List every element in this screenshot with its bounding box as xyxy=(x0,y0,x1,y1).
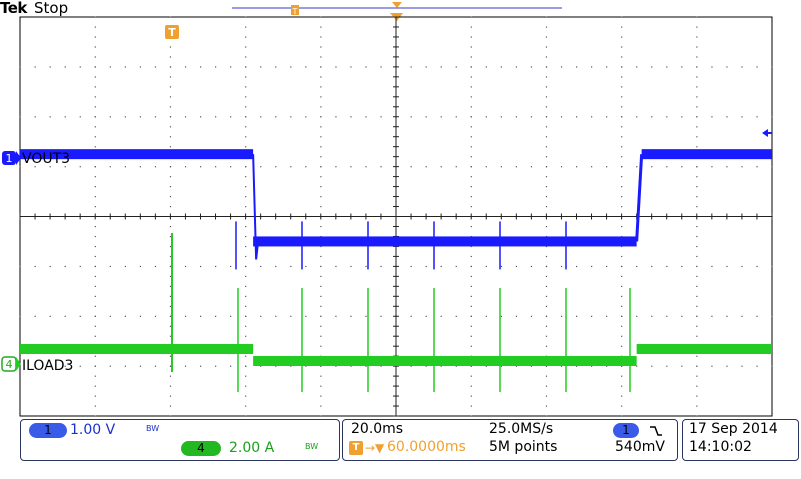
ch1-badge[interactable]: 1 xyxy=(29,423,67,438)
falling-edge-icon xyxy=(650,426,662,436)
ch4-waveform xyxy=(20,233,772,392)
ch1-ground-marker xyxy=(2,151,16,165)
delay-arrow-icon: →▼ xyxy=(365,441,385,455)
ch4-badge[interactable]: 4 xyxy=(181,441,221,456)
ch4-marker-arrow xyxy=(16,357,21,371)
trigger-delay-icon: T xyxy=(349,441,363,455)
channel-settings-panel[interactable]: 1 1.00 V BW 4 2.00 A BW xyxy=(20,419,340,461)
brand-label: Tek xyxy=(0,0,27,17)
date: 17 Sep 2014 xyxy=(689,421,778,437)
ch1-waveform xyxy=(20,149,772,270)
ch1-label: VOUT3 xyxy=(22,151,70,167)
ch4-bandwidth-limit-flag: BW xyxy=(305,442,319,451)
ch1-marker-arrow xyxy=(16,151,21,165)
time: 14:10:02 xyxy=(689,439,752,455)
trigger-source-badge[interactable]: 1 xyxy=(613,423,639,438)
overview-trigger-position-label: T xyxy=(292,7,298,16)
trigger-marker xyxy=(165,25,179,39)
ch1-marker-number: 1 xyxy=(6,152,13,165)
graticule-grid xyxy=(19,16,773,417)
ch1-scale: 1.00 V xyxy=(70,422,116,438)
ch1-bandwidth-limit-flag: BW xyxy=(146,424,160,433)
acquisition-status: Stop xyxy=(34,0,69,17)
trigger-level: 540mV xyxy=(615,439,665,455)
horizontal-scale: 20.0ms xyxy=(351,421,404,437)
ch4-marker-number: 4 xyxy=(6,358,13,371)
overview-trigger-marker xyxy=(392,2,402,8)
trigger-delay: 60.0000ms xyxy=(387,439,466,455)
overview-trigger-position xyxy=(291,5,299,15)
timebase-panel[interactable]: 20.0ms 25.0MS/s T →▼ 60.0000ms 5M points… xyxy=(342,419,678,461)
ch4-scale: 2.00 A xyxy=(229,440,275,456)
datetime-panel: 17 Sep 2014 14:10:02 xyxy=(682,419,799,461)
sample-rate: 25.0MS/s xyxy=(489,421,554,437)
trigger-marker-label: T xyxy=(168,26,176,39)
record-length: 5M points xyxy=(489,439,558,455)
ch4-label: ILOAD3 xyxy=(22,358,73,374)
